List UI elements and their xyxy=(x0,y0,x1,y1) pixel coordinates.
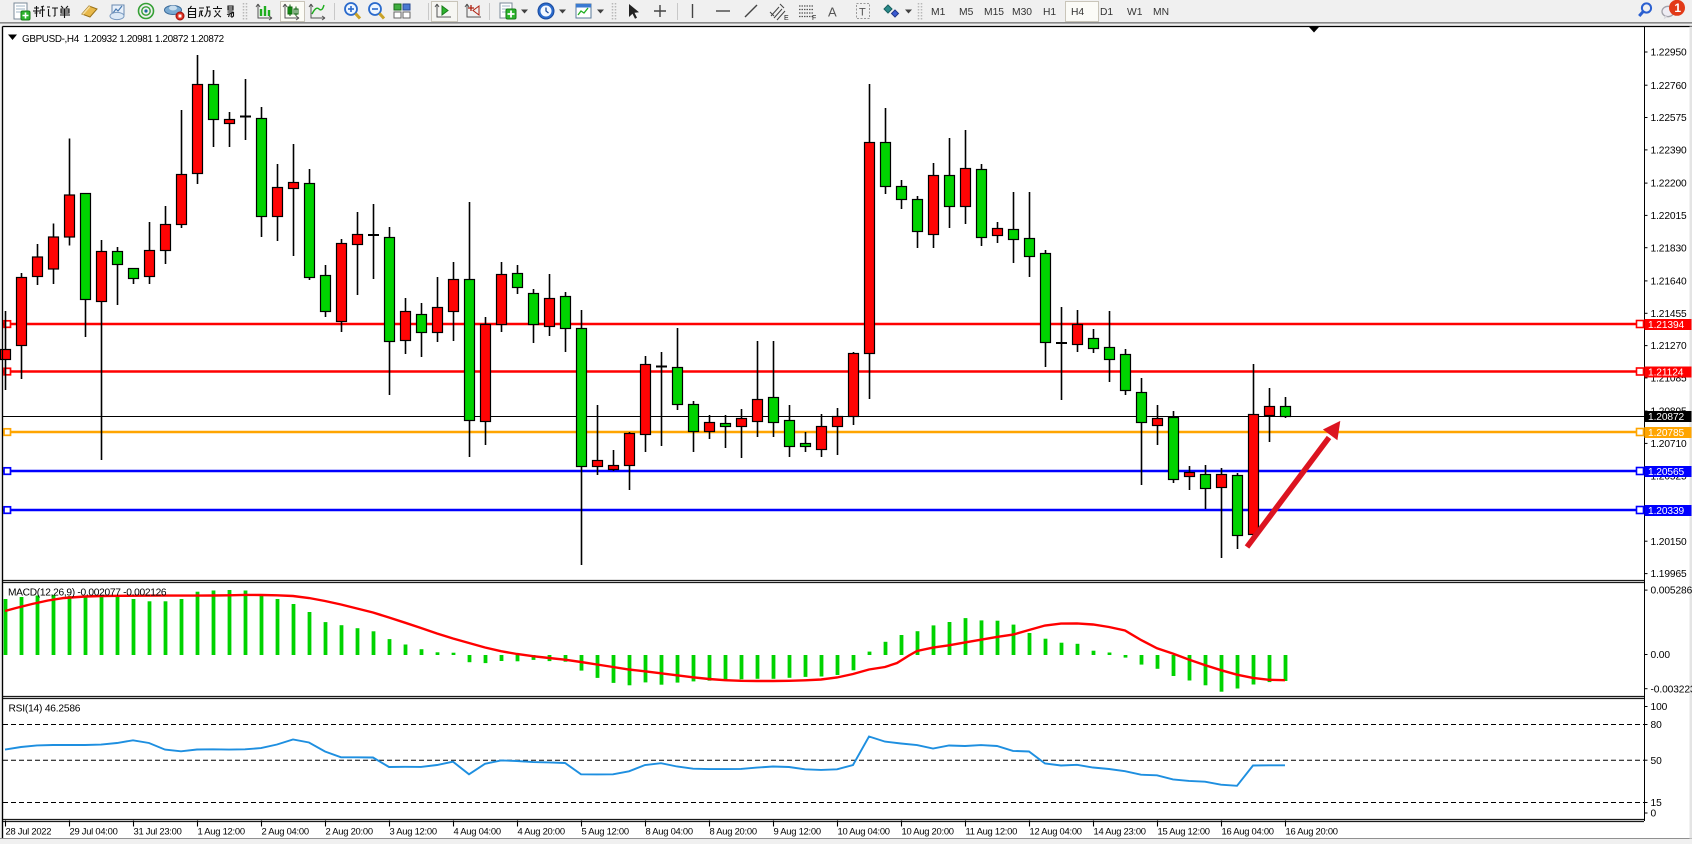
svg-text:0.00: 0.00 xyxy=(1651,650,1671,661)
svg-text:4 Aug 04:00: 4 Aug 04:00 xyxy=(454,825,501,836)
svg-text:1.21085: 1.21085 xyxy=(1651,374,1688,385)
svg-text:1.20565: 1.20565 xyxy=(1648,467,1685,478)
svg-text:9 Aug 12:00: 9 Aug 12:00 xyxy=(774,825,821,836)
svg-text:50: 50 xyxy=(1651,756,1663,767)
svg-text:1.21124: 1.21124 xyxy=(1648,368,1684,379)
svg-text:12 Aug 04:00: 12 Aug 04:00 xyxy=(1030,825,1082,836)
svg-text:16 Aug 04:00: 16 Aug 04:00 xyxy=(1222,825,1274,836)
svg-text:M30: M30 xyxy=(1012,7,1032,18)
svg-text:MN: MN xyxy=(1153,7,1169,18)
svg-text:28 Jul 2022: 28 Jul 2022 xyxy=(6,825,52,836)
svg-text:T: T xyxy=(859,7,866,19)
svg-text:M1: M1 xyxy=(931,7,946,18)
svg-text:15 Aug 12:00: 15 Aug 12:00 xyxy=(1158,825,1210,836)
svg-text:1.22200: 1.22200 xyxy=(1651,179,1688,190)
svg-text:31 Jul 23:00: 31 Jul 23:00 xyxy=(134,825,182,836)
svg-text:1.20785: 1.20785 xyxy=(1648,428,1685,439)
svg-text:1.20710: 1.20710 xyxy=(1651,439,1688,450)
svg-text:GBPUSD-,H4 1.20932 1.20981 1.: GBPUSD-,H4 1.20932 1.20981 1.20872 1.208… xyxy=(22,34,224,45)
svg-text:H1: H1 xyxy=(1043,7,1056,18)
svg-text:A: A xyxy=(828,5,837,20)
svg-text:1.21830: 1.21830 xyxy=(1651,243,1688,254)
svg-text:15: 15 xyxy=(1651,798,1663,809)
svg-text:D1: D1 xyxy=(1100,7,1113,18)
svg-text:10 Aug 04:00: 10 Aug 04:00 xyxy=(838,825,890,836)
svg-text:1.22575: 1.22575 xyxy=(1651,113,1688,124)
svg-text:8 Aug 20:00: 8 Aug 20:00 xyxy=(710,825,757,836)
svg-text:E: E xyxy=(784,15,789,22)
svg-text:1.22760: 1.22760 xyxy=(1651,81,1688,92)
svg-text:M5: M5 xyxy=(959,7,974,18)
svg-text:2 Aug 20:00: 2 Aug 20:00 xyxy=(326,825,373,836)
svg-text:1.22015: 1.22015 xyxy=(1651,211,1688,222)
svg-text:RSI(14) 46.2586: RSI(14) 46.2586 xyxy=(9,704,81,715)
svg-text:1: 1 xyxy=(1674,1,1681,15)
svg-text:100: 100 xyxy=(1651,702,1668,713)
svg-text:4 Aug 20:00: 4 Aug 20:00 xyxy=(518,825,565,836)
svg-text:0.005286: 0.005286 xyxy=(1651,586,1692,597)
svg-text:0: 0 xyxy=(1651,809,1657,820)
svg-text:1.20339: 1.20339 xyxy=(1648,506,1685,517)
svg-text:3 Aug 12:00: 3 Aug 12:00 xyxy=(390,825,437,836)
svg-text:1 Aug 12:00: 1 Aug 12:00 xyxy=(198,825,245,836)
svg-text:1.20872: 1.20872 xyxy=(1648,412,1685,423)
svg-text:MACD(12,26,9) -0.002077 -0.002: MACD(12,26,9) -0.002077 -0.002126 xyxy=(8,588,167,599)
svg-text:8 Aug 04:00: 8 Aug 04:00 xyxy=(646,825,693,836)
svg-text:29 Jul 04:00: 29 Jul 04:00 xyxy=(70,825,118,836)
svg-text:11 Aug 12:00: 11 Aug 12:00 xyxy=(966,825,1018,836)
svg-text:2 Aug 04:00: 2 Aug 04:00 xyxy=(262,825,309,836)
svg-text:5 Aug 12:00: 5 Aug 12:00 xyxy=(582,825,629,836)
svg-text:1.21394: 1.21394 xyxy=(1648,320,1685,331)
svg-text:1.21455: 1.21455 xyxy=(1651,309,1688,320)
svg-text:F: F xyxy=(812,15,816,22)
svg-text:1.22390: 1.22390 xyxy=(1651,146,1688,157)
svg-text:1.22950: 1.22950 xyxy=(1651,48,1688,59)
svg-text:1.21640: 1.21640 xyxy=(1651,277,1688,288)
svg-text:10 Aug 20:00: 10 Aug 20:00 xyxy=(902,825,954,836)
svg-text:1.20150: 1.20150 xyxy=(1651,537,1688,548)
svg-text:-0.003223: -0.003223 xyxy=(1651,684,1692,695)
svg-text:80: 80 xyxy=(1651,720,1663,731)
svg-text:14 Aug 23:00: 14 Aug 23:00 xyxy=(1094,825,1146,836)
svg-text:1.19965: 1.19965 xyxy=(1651,569,1688,580)
svg-text:H4: H4 xyxy=(1071,7,1084,18)
svg-text:16 Aug 20:00: 16 Aug 20:00 xyxy=(1286,825,1338,836)
svg-text:1.21270: 1.21270 xyxy=(1651,341,1688,352)
svg-text:W1: W1 xyxy=(1127,7,1143,18)
svg-text:M15: M15 xyxy=(984,7,1004,18)
